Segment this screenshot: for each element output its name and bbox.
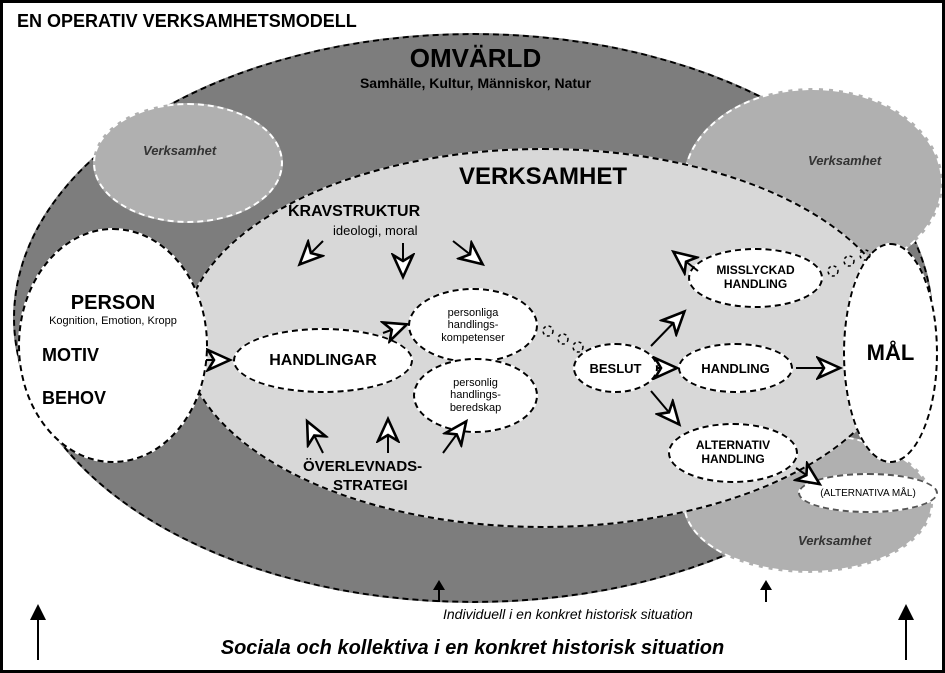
mal-label: MÅL	[867, 340, 915, 366]
handlingar-ellipse: HANDLINGAR	[233, 328, 413, 393]
person-sub: Kognition, Emotion, Kropp	[49, 315, 177, 327]
alternativ-ellipse: ALTERNATIV HANDLING	[668, 423, 798, 483]
omvarld-subtitle: Samhälle, Kultur, Människor, Natur	[3, 75, 945, 91]
main-title: EN OPERATIV VERKSAMHETSMODELL	[17, 11, 357, 32]
motiv-label: MOTIV	[42, 345, 99, 366]
bered-l3: beredskap	[450, 402, 501, 414]
altmal-ellipse: (ALTERNATIVA MÅL)	[798, 473, 938, 513]
miss-l2: HANDLING	[724, 278, 787, 292]
handlingar-label: HANDLINGAR	[269, 352, 377, 370]
overlevnad-l1: ÖVERLEVNADS-	[303, 458, 422, 475]
miss-l1: MISSLYCKAD	[716, 264, 794, 278]
verksamhet-label-br: Verksamhet	[798, 533, 871, 548]
omvarld-title: OMVÄRLD	[3, 43, 945, 74]
beslut-ellipse: BESLUT	[573, 343, 658, 393]
verksamhet-title: VERKSAMHET	[183, 163, 903, 191]
diagram-frame: EN OPERATIV VERKSAMHETSMODELL OMVÄRLD Sa…	[0, 0, 945, 673]
handling-label: HANDLING	[701, 361, 770, 376]
bered-l2: handlings-	[450, 389, 501, 401]
alt-l2: HANDLING	[701, 453, 764, 467]
footer-caption: Sociala och kollektiva i en konkret hist…	[3, 637, 942, 660]
behov-label: BEHOV	[42, 388, 106, 409]
mal-ellipse: MÅL	[843, 243, 938, 463]
misslyckad-ellipse: MISSLYCKAD HANDLING	[688, 248, 823, 308]
komp-l1: personliga	[448, 307, 499, 319]
kravstruktur-title: KRAVSTRUKTUR	[288, 203, 420, 221]
beslut-label: BESLUT	[590, 361, 642, 376]
mid-caption: Individuell i en konkret historisk situa…	[443, 606, 693, 622]
mid-arrow-right	[765, 588, 767, 602]
person-ellipse: PERSON Kognition, Emotion, Kropp MOTIV B…	[18, 228, 208, 463]
mid-arrow-left	[438, 588, 440, 602]
verksamhet-label-tl: Verksamhet	[143, 143, 216, 158]
komp-l2: handlings-	[448, 319, 499, 331]
komp-l3: kompetenser	[441, 332, 505, 344]
overlevnad-l2: STRATEGI	[333, 477, 408, 494]
kravstruktur-sub: ideologi, moral	[333, 223, 418, 238]
beredskap-ellipse: personlig handlings- beredskap	[413, 358, 538, 433]
alt-l1: ALTERNATIV	[696, 439, 770, 453]
person-title: PERSON	[71, 292, 155, 315]
bered-l1: personlig	[453, 377, 498, 389]
handling-ellipse: HANDLING	[678, 343, 793, 393]
kompetenser-ellipse: personliga handlings- kompetenser	[408, 288, 538, 363]
altmal-label: (ALTERNATIVA MÅL)	[820, 488, 916, 499]
